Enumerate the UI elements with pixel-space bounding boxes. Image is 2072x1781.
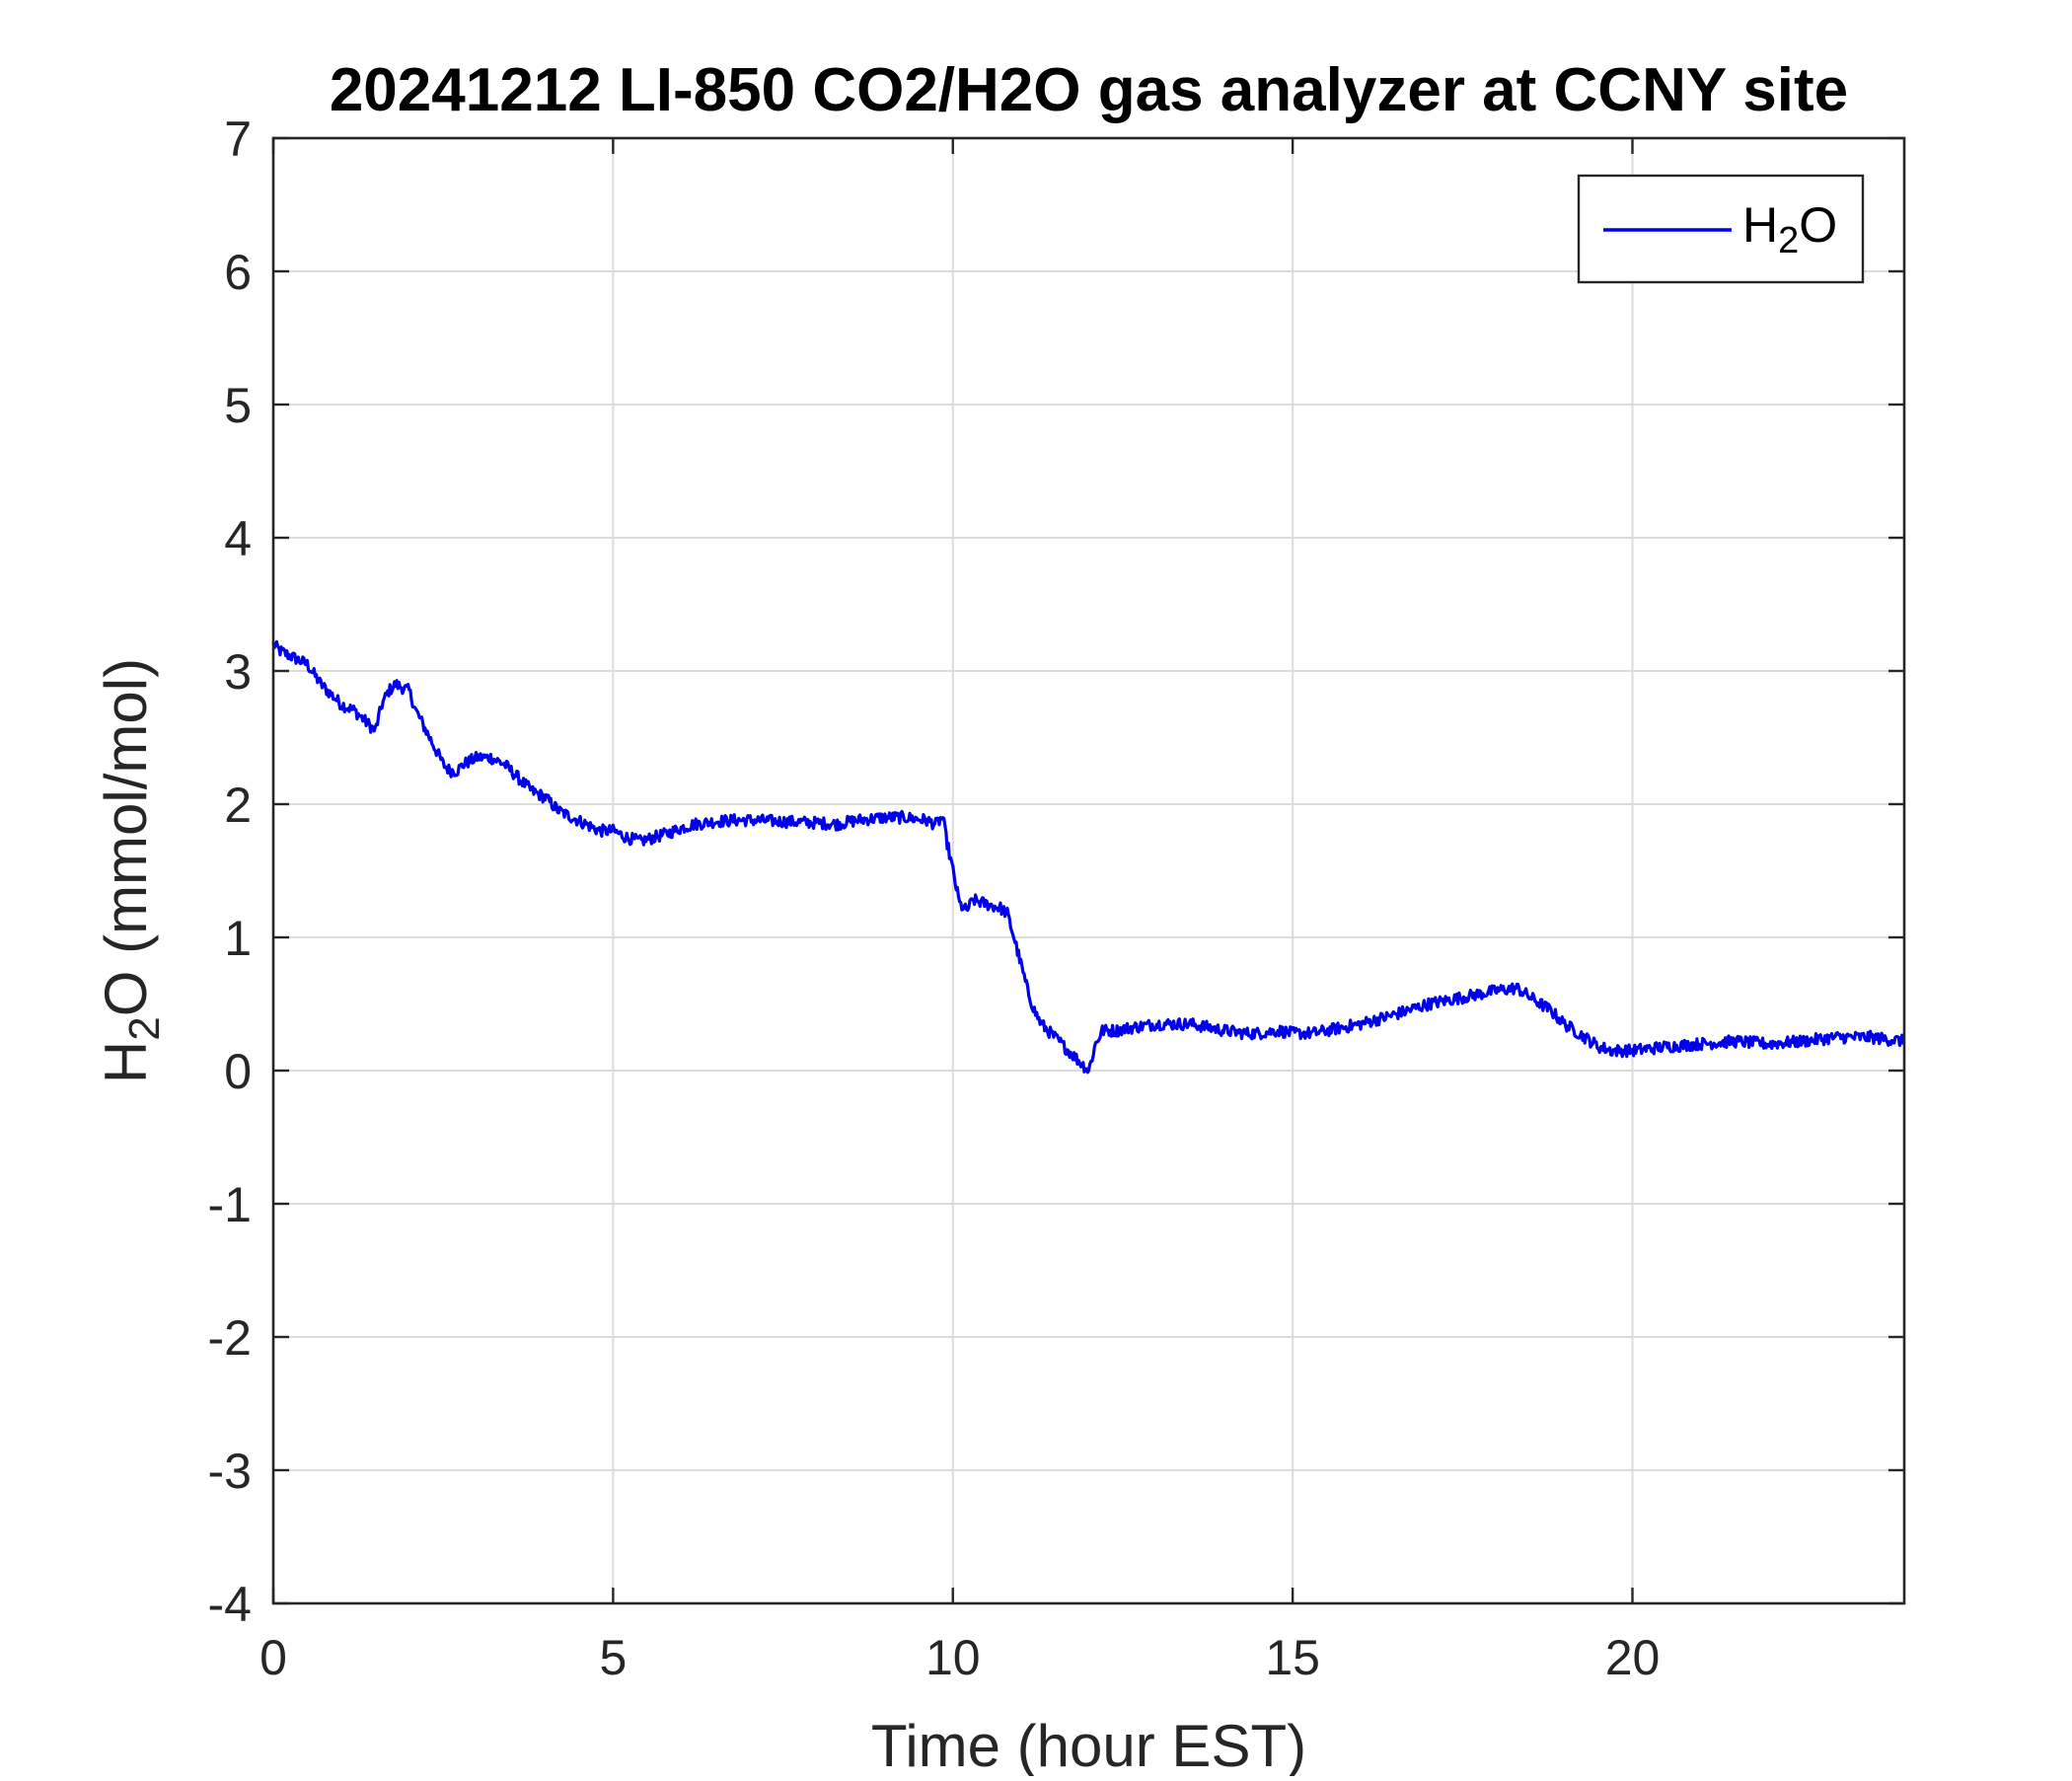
x-tick-label: 10 — [925, 1630, 981, 1685]
y-axis-label: H2O (mmol/mol) — [93, 658, 169, 1083]
y-tick-label: 2 — [224, 778, 252, 833]
y-axis-label-subscript: 2 — [120, 1016, 169, 1040]
y-tick-label: 6 — [224, 245, 252, 300]
y-tick-label: 4 — [224, 511, 252, 566]
legend-entry-h2o: H2O — [1742, 197, 1837, 261]
x-tick-label: 20 — [1605, 1630, 1661, 1685]
y-tick-label: -1 — [208, 1177, 252, 1232]
y-tick-label: 3 — [224, 644, 252, 700]
chart-title: 20241212 LI-850 CO2/H2O gas analyzer at … — [330, 56, 1848, 124]
legend-entry-suffix: O — [1799, 197, 1837, 253]
y-axis-label-suffix: O (mmol/mol) — [93, 658, 159, 1016]
legend-entry-subscript: 2 — [1778, 220, 1799, 261]
tick-layer — [271, 136, 1904, 1605]
h2o-series-line — [271, 639, 1906, 1075]
y-tick-label: -2 — [208, 1310, 252, 1366]
grid-layer — [272, 137, 1904, 1604]
y-tick-label: 0 — [224, 1044, 252, 1099]
y-tick-label: -3 — [208, 1444, 252, 1499]
x-tick-label: 5 — [599, 1630, 627, 1685]
x-tick-label: 15 — [1265, 1630, 1320, 1685]
data-layer — [271, 639, 1906, 1075]
y-tick-label: 7 — [224, 111, 252, 167]
label-layer: 0 5 10 15 20 -4 -3 -2 -1 0 1 2 3 4 5 6 7 — [208, 111, 1661, 1685]
x-tick-label: 0 — [259, 1630, 287, 1685]
legend: H2O — [1577, 174, 1865, 284]
y-tick-label: 1 — [224, 911, 252, 966]
y-tick-label: -4 — [208, 1577, 252, 1632]
plot-frame — [271, 136, 1906, 1605]
x-axis-label: Time (hour EST) — [871, 1713, 1306, 1776]
y-axis-label-prefix: H — [93, 1041, 159, 1083]
legend-entry-prefix: H — [1742, 197, 1778, 253]
y-tick-label: 5 — [224, 378, 252, 433]
